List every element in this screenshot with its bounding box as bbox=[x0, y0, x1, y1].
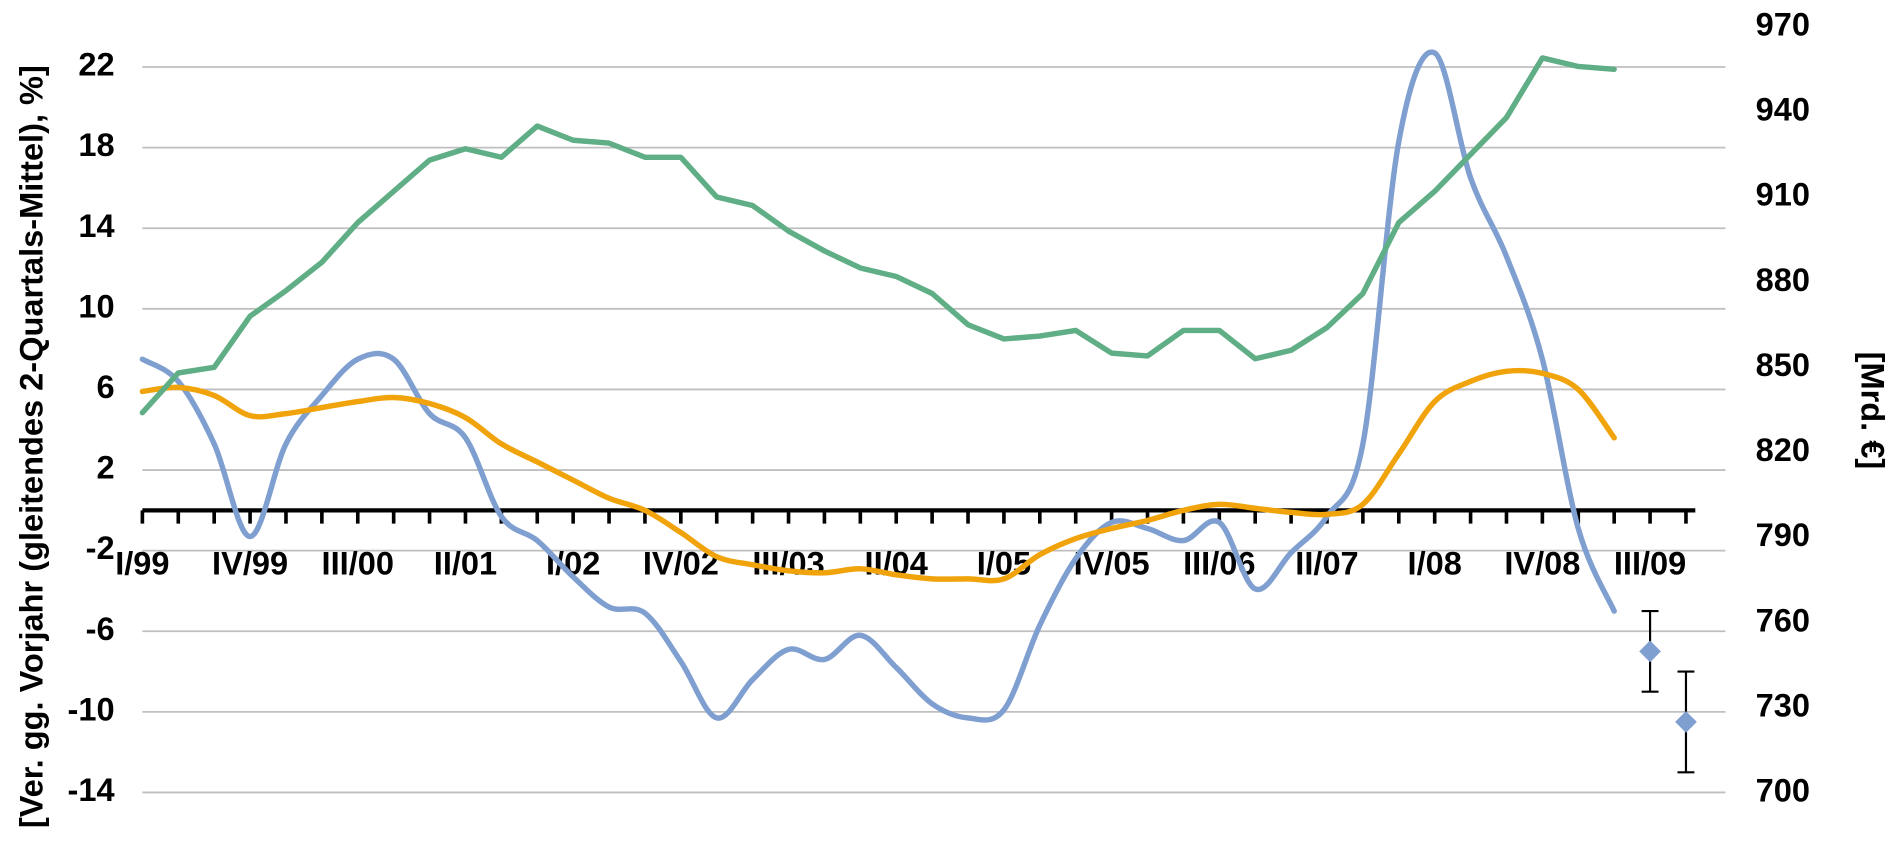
x-tick-label: IV/99 bbox=[212, 545, 288, 581]
y-tick-label: 10 bbox=[78, 288, 114, 324]
y-tick-label: -10 bbox=[68, 691, 115, 727]
x-tick-label: I/05 bbox=[977, 545, 1031, 581]
x-tick-label: III/00 bbox=[322, 545, 394, 581]
y2-tick-label: 760 bbox=[1756, 602, 1810, 638]
x-tick-label: II/07 bbox=[1295, 545, 1358, 581]
x-tick-label: I/08 bbox=[1408, 545, 1462, 581]
y2-tick-label: 970 bbox=[1756, 6, 1810, 42]
y2-axis-label: [Mrd. €] bbox=[1855, 352, 1891, 470]
x-tick-label: IV/05 bbox=[1074, 545, 1150, 581]
y-tick-label: -2 bbox=[86, 530, 115, 566]
y-tick-label: 18 bbox=[78, 127, 114, 163]
y2-tick-label: 910 bbox=[1756, 177, 1810, 213]
y-tick-label: 6 bbox=[97, 369, 115, 405]
y-tick-label: 22 bbox=[78, 47, 114, 83]
y-tick-label: -6 bbox=[86, 611, 115, 647]
y-tick-label: -14 bbox=[68, 772, 115, 808]
marker bbox=[1639, 640, 1661, 663]
x-tick-label: III/03 bbox=[752, 545, 824, 581]
x-tick-label: III/09 bbox=[1614, 545, 1686, 581]
line bbox=[139, 367, 1617, 584]
y-axis-label: [Ver. gg. Vorjahr (gleitendes 2-Quartals… bbox=[13, 65, 49, 828]
y2-tick-label: 820 bbox=[1756, 432, 1810, 468]
marker bbox=[1675, 711, 1697, 733]
y-tick-label: 2 bbox=[97, 450, 115, 486]
y2-tick-label: 850 bbox=[1756, 347, 1810, 383]
line bbox=[139, 55, 1617, 416]
x-tick-label: IV/08 bbox=[1504, 545, 1580, 581]
y2-tick-label: 790 bbox=[1756, 517, 1810, 553]
y2-tick-label: 880 bbox=[1756, 262, 1810, 298]
y2-tick-label: 940 bbox=[1756, 91, 1810, 127]
line bbox=[139, 49, 1617, 723]
y-tick-label: 14 bbox=[78, 208, 114, 244]
y2-tick-label: 730 bbox=[1756, 687, 1810, 723]
x-tick-label: I/99 bbox=[115, 545, 169, 581]
x-tick-label: II/01 bbox=[434, 545, 497, 581]
y2-tick-label: 700 bbox=[1756, 773, 1810, 809]
